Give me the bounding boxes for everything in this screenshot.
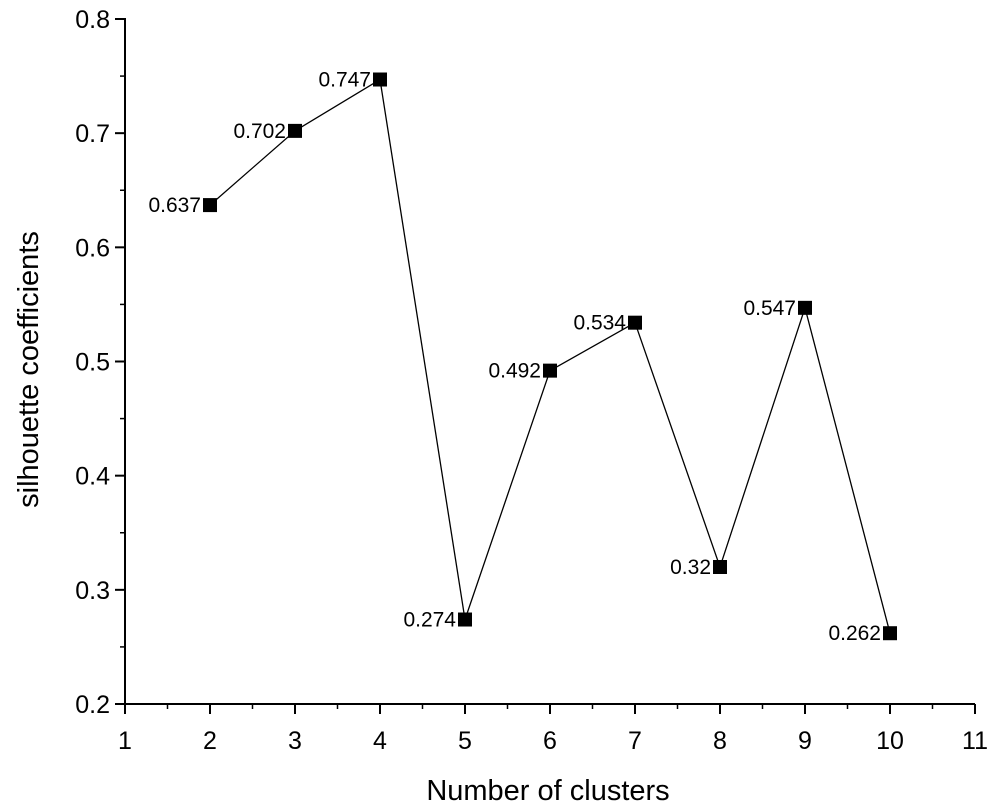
data-label: 0.262 [828, 622, 881, 645]
x-tick-label: 9 [798, 727, 812, 755]
y-axis-title: silhouette coefficients [13, 231, 45, 508]
series-layer: 0.637 0.702 0.747 0.274 0.492 0.534 0.32 0.547 0… [148, 69, 897, 645]
y-tick-label: 0.7 [75, 120, 110, 148]
data-label: 0.747 [318, 69, 371, 92]
data-point-marker [798, 300, 812, 315]
x-tick-label: 8 [713, 727, 727, 755]
y-tick-label: 0.3 [75, 577, 110, 605]
data-point-marker [288, 123, 302, 138]
data-label: 0.534 [573, 312, 626, 335]
data-point-marker [713, 560, 727, 574]
y-ticks: 0.2 0.3 0.4 0.5 0.6 0.7 0.8 [75, 6, 125, 719]
y-tick-label: 0.2 [75, 691, 110, 719]
x-tick-label: 6 [543, 727, 557, 755]
y-tick-label: 0.5 [75, 349, 110, 377]
y-tick-label: 0.4 [75, 463, 110, 491]
data-label: 0.702 [233, 120, 286, 143]
data-label: 0.32 [670, 556, 711, 579]
data-label: 0.637 [148, 194, 201, 217]
x-tick-label: 5 [458, 727, 472, 755]
x-tick-label: 10 [876, 727, 904, 755]
data-point-marker [543, 363, 557, 378]
data-point-marker [628, 315, 642, 330]
x-tick-label: 7 [628, 727, 642, 755]
x-axis-title: Number of clusters [426, 775, 669, 807]
data-label: 0.492 [488, 360, 541, 383]
x-ticks: 1 2 3 4 5 6 7 8 9 10 11 [118, 704, 988, 755]
data-point-marker [203, 198, 217, 213]
data-point-marker [373, 72, 387, 87]
x-tick-label: 4 [373, 727, 387, 755]
series-line [209, 78, 891, 634]
data-label: 0.547 [743, 297, 796, 320]
data-label: 0.274 [403, 609, 456, 632]
data-point-marker [883, 626, 897, 641]
x-tick-label: 1 [118, 727, 132, 755]
x-tick-label: 3 [288, 727, 302, 755]
y-tick-label: 0.6 [75, 234, 110, 262]
y-tick-label: 0.8 [75, 6, 110, 34]
x-tick-label: 2 [203, 727, 217, 755]
x-tick-label: 11 [962, 727, 988, 755]
data-point-marker [458, 612, 472, 627]
